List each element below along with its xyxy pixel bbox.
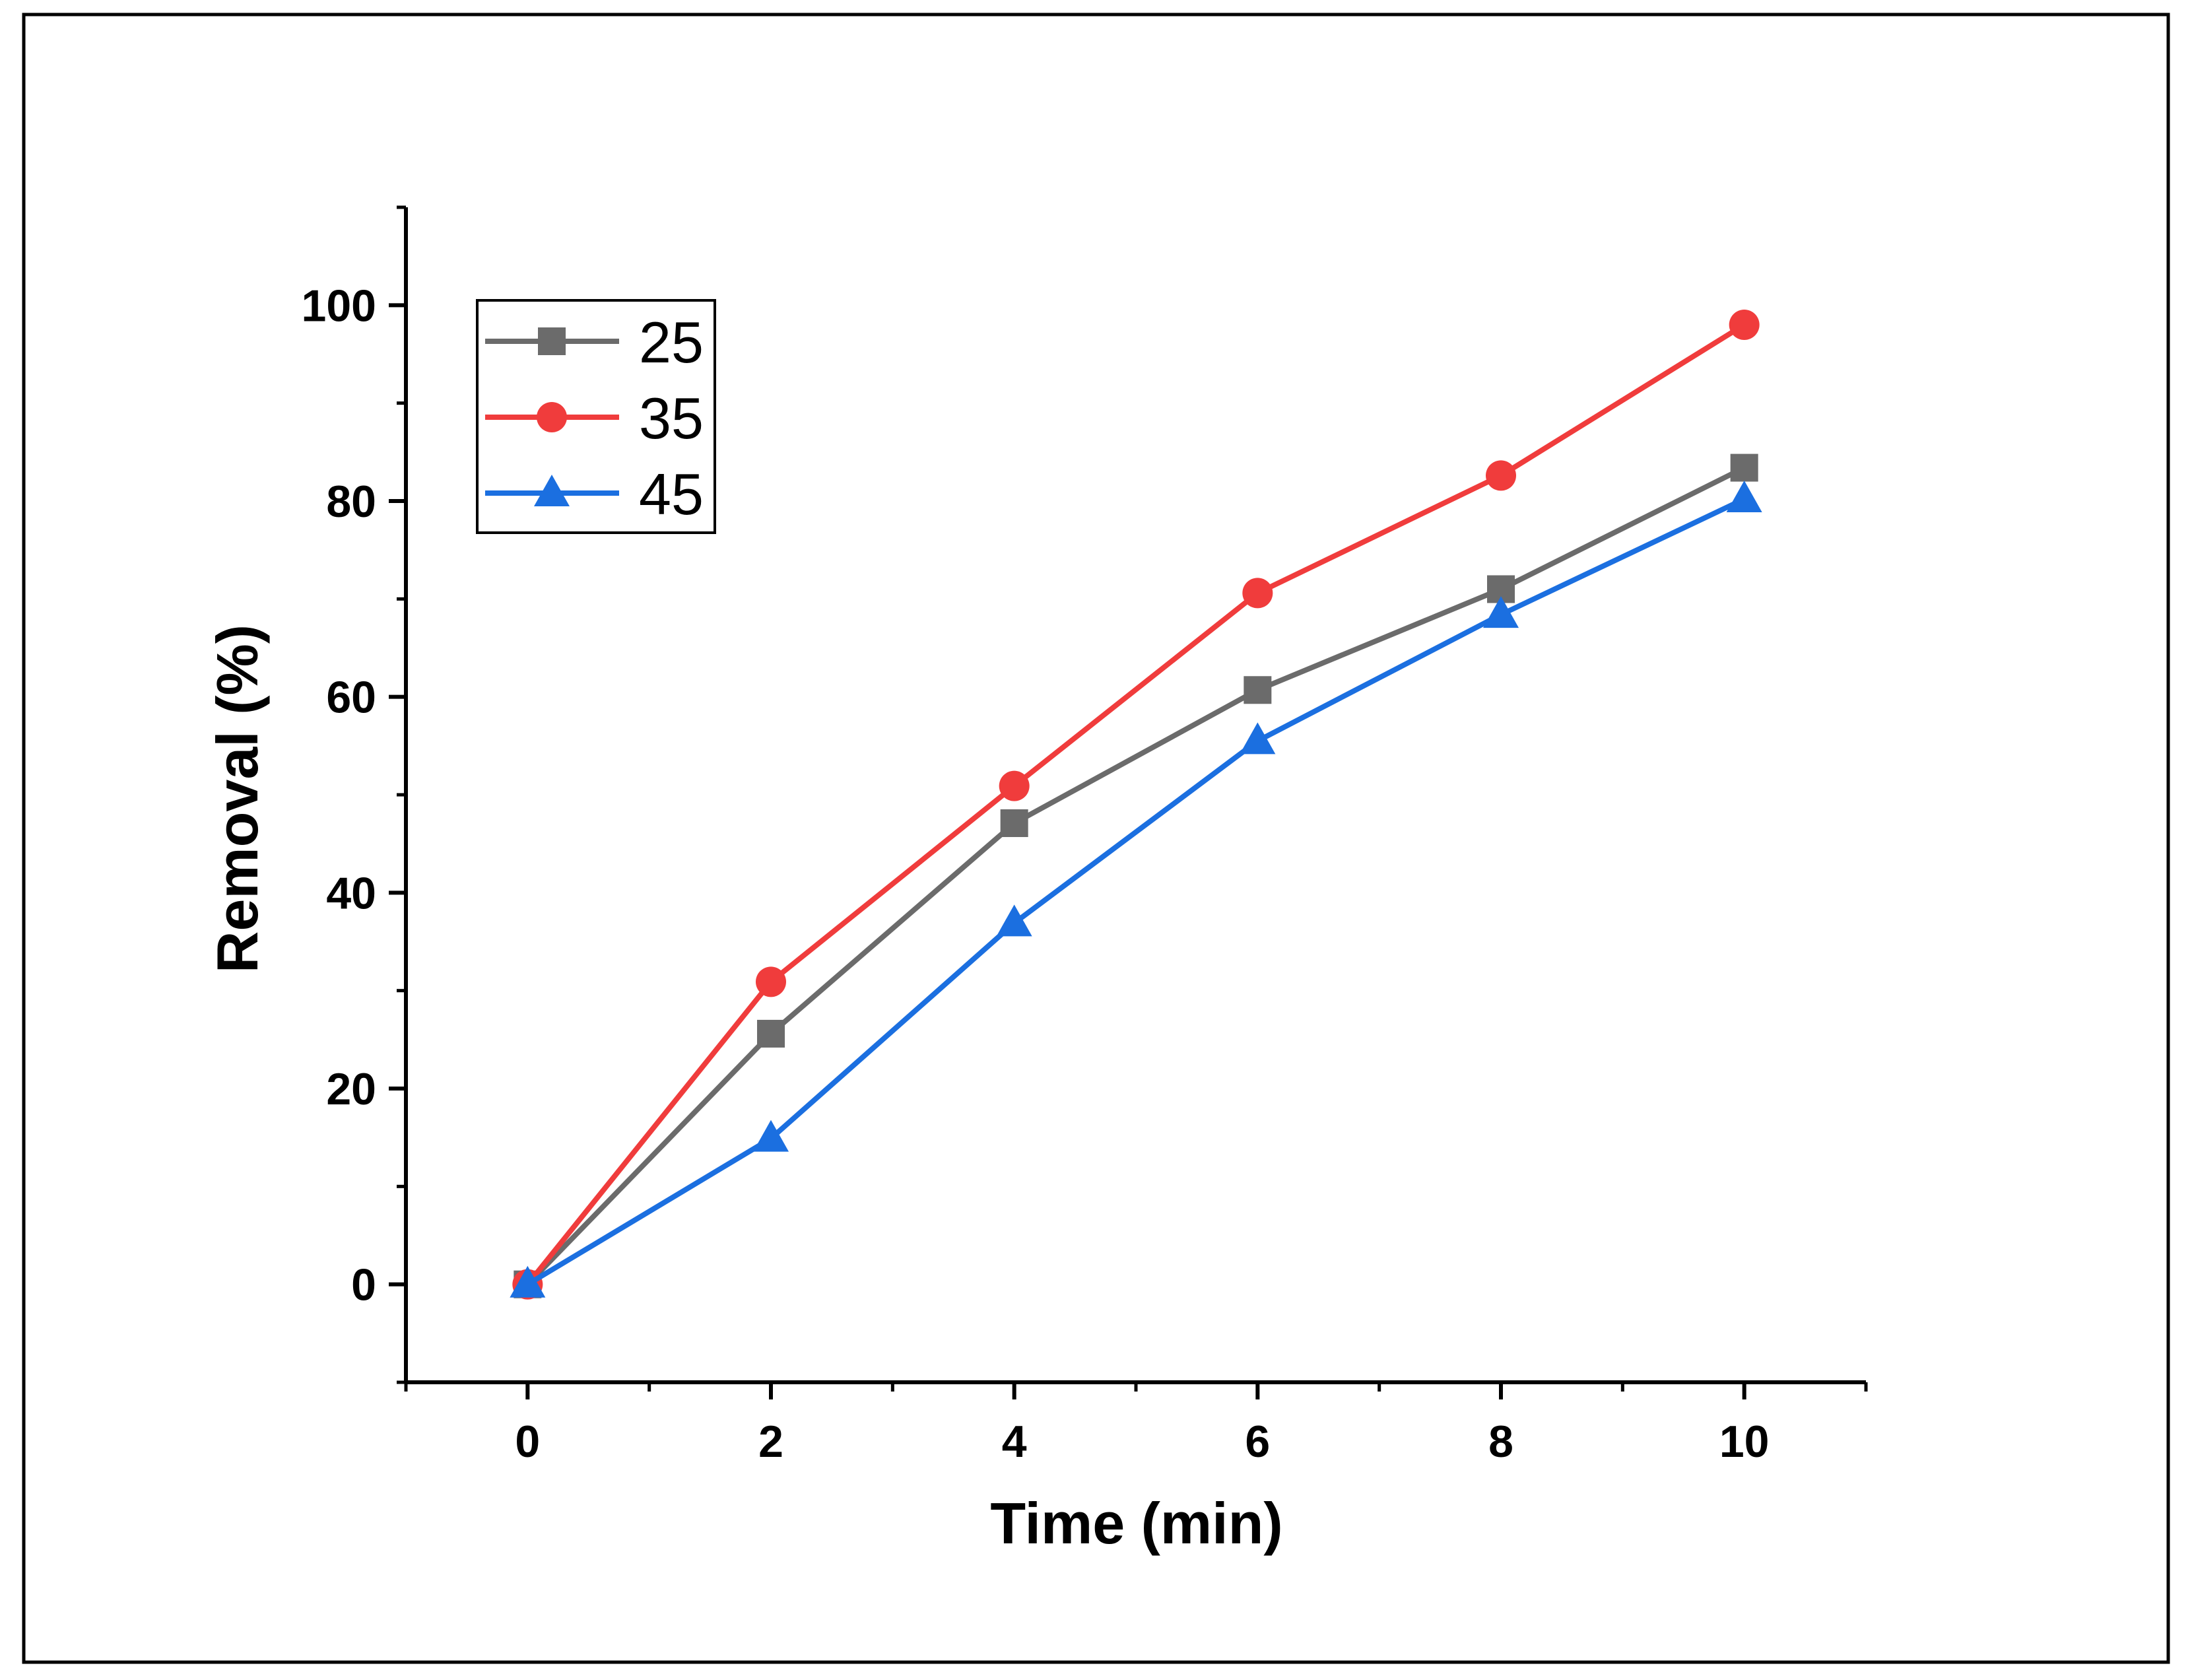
legend-marker-35 <box>537 402 567 432</box>
data-point-45 <box>753 1120 789 1152</box>
series-line-45 <box>526 496 1746 1287</box>
y-tick-label: 40 <box>326 868 376 918</box>
data-point-45 <box>1240 722 1276 755</box>
data-point-35 <box>1486 460 1516 491</box>
legend-marker-45 <box>534 475 570 506</box>
data-point-35 <box>1242 578 1273 609</box>
legend-label-45: 45 <box>639 461 704 527</box>
x-tick-label: 10 <box>1719 1417 1770 1467</box>
data-point-35 <box>756 966 786 997</box>
series-line-35 <box>525 322 1746 1287</box>
y-tick-label: 60 <box>326 673 376 723</box>
x-tick-label: 6 <box>1245 1417 1270 1467</box>
data-point-45 <box>1726 481 1762 513</box>
data-point-45 <box>1483 596 1519 628</box>
x-tick-label: 0 <box>515 1417 540 1467</box>
data-point-25 <box>1000 809 1028 838</box>
legend-marker-25 <box>538 327 566 355</box>
data-point-45 <box>510 1265 546 1298</box>
y-axis-label: Removal (%) <box>205 624 270 973</box>
data-point-35 <box>999 770 1030 801</box>
x-tick-label: 2 <box>758 1417 783 1467</box>
data-point-25 <box>1730 454 1758 482</box>
legend-label-35: 35 <box>639 386 704 451</box>
y-tick-label: 20 <box>326 1064 376 1114</box>
figure-frame <box>22 13 2170 1664</box>
series-line-25 <box>525 465 1746 1287</box>
y-tick-label: 80 <box>326 477 376 527</box>
data-point-25 <box>1244 676 1272 704</box>
data-point-45 <box>996 904 1032 937</box>
data-point-25 <box>757 1019 785 1048</box>
x-tick-label: 4 <box>1002 1417 1027 1467</box>
legend-label-25: 25 <box>639 310 704 375</box>
data-point-35 <box>1729 310 1760 340</box>
x-axis-label: Time (min) <box>990 1491 1282 1556</box>
y-tick-label: 0 <box>351 1260 376 1310</box>
x-tick-label: 8 <box>1488 1417 1513 1467</box>
y-tick-label: 100 <box>302 281 376 331</box>
